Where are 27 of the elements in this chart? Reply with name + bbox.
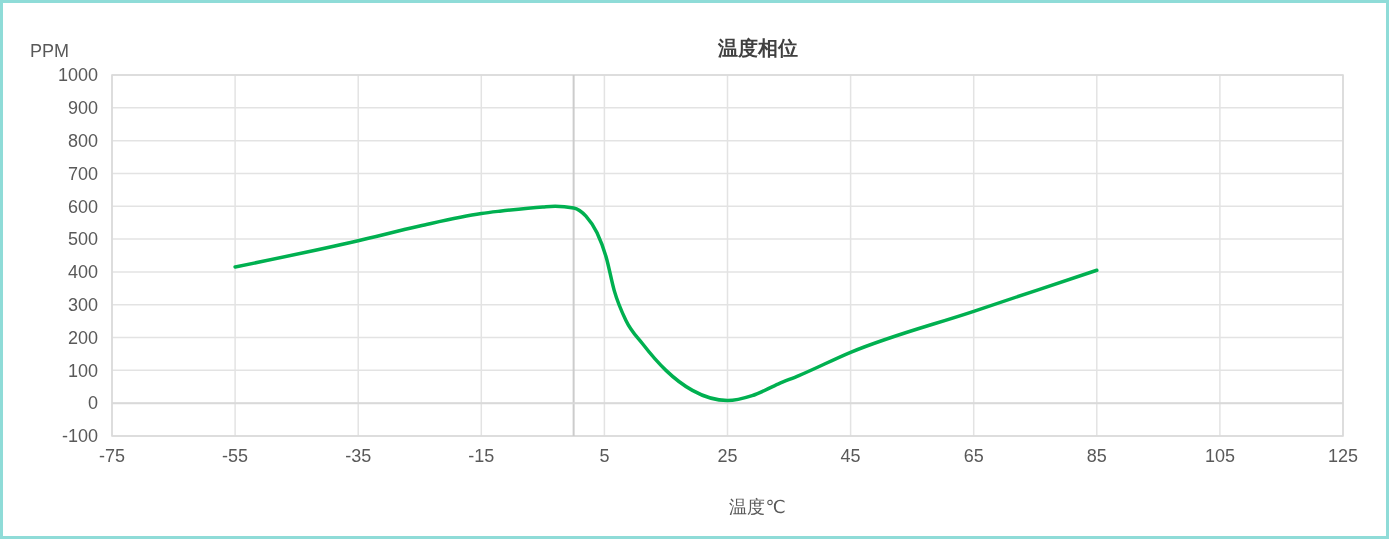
y-tick-label: 400 [67,262,98,283]
y-tick-label: 0 [87,393,98,414]
x-tick-label: 45 [840,446,861,466]
y-axis-title: PPM [30,41,70,61]
x-tick-label: -35 [345,446,372,466]
y-tick-label: 600 [67,196,98,217]
y-tick-label: 300 [67,295,98,316]
x-tick-label: 25 [717,446,738,466]
x-tick-label: 105 [1204,446,1235,466]
x-tick-label: 125 [1327,446,1359,466]
y-tick-label: 900 [67,98,98,119]
x-tick-label: -55 [222,446,249,466]
y-tick-label: 700 [67,163,98,184]
y-tick-label: 1000 [57,65,98,86]
x-tick-label: 85 [1086,446,1107,466]
x-tick-label: 5 [599,446,610,466]
chart-title: 温度相位 [716,37,798,59]
y-tick-label: 100 [67,360,98,381]
line-series [233,204,1099,403]
x-tick-label: -15 [468,446,495,466]
y-tick-label: 200 [67,327,98,348]
x-tick-label: -75 [98,446,126,466]
x-axis-title: 温度℃ [729,497,786,517]
y-tick-label: 500 [67,229,98,250]
y-tick-label: 800 [67,130,98,151]
y-tick-label: -100 [61,426,98,447]
x-tick-label: 65 [963,446,984,466]
